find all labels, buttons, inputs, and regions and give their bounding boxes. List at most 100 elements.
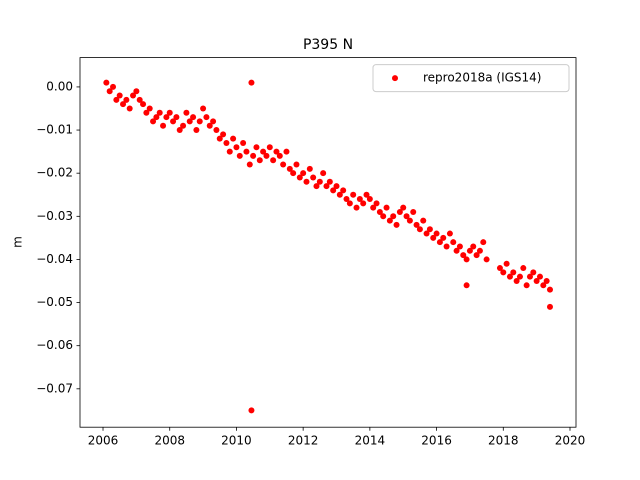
- data-point: [386, 217, 393, 224]
- data-point: [470, 243, 477, 250]
- y-tick-label: −0.05: [36, 295, 73, 309]
- y-tick-label: −0.07: [36, 381, 73, 395]
- data-point: [353, 204, 360, 211]
- data-point: [356, 196, 363, 203]
- plot-frame: [79, 57, 577, 428]
- y-tick-label: −0.04: [36, 252, 73, 266]
- data-point: [426, 226, 433, 233]
- data-point: [503, 260, 510, 267]
- data-point: [123, 96, 130, 103]
- data-point: [183, 109, 190, 116]
- data-point: [248, 79, 255, 86]
- data-point: [326, 178, 333, 185]
- data-point: [446, 230, 453, 237]
- data-point: [126, 105, 133, 112]
- x-tick-label: 2020: [555, 434, 586, 448]
- data-point: [256, 157, 263, 164]
- data-point: [336, 191, 343, 198]
- data-point: [250, 152, 257, 159]
- data-point: [543, 277, 550, 284]
- data-point: [130, 92, 137, 99]
- data-point: [433, 230, 440, 237]
- x-tick-label: 2010: [221, 434, 252, 448]
- data-point: [263, 152, 270, 159]
- data-point: [466, 247, 473, 254]
- data-point: [223, 139, 230, 146]
- data-point: [430, 234, 437, 241]
- data-point: [460, 252, 467, 259]
- data-point: [400, 204, 407, 211]
- data-point: [450, 239, 457, 246]
- data-point: [300, 170, 307, 177]
- data-point: [146, 105, 153, 112]
- data-point: [373, 200, 380, 207]
- data-point: [210, 118, 217, 125]
- data-point: [343, 196, 350, 203]
- data-point: [296, 174, 303, 181]
- data-point: [463, 282, 470, 289]
- data-point: [333, 183, 340, 190]
- data-point: [136, 96, 143, 103]
- data-point: [153, 114, 160, 121]
- data-point: [483, 256, 490, 263]
- data-point: [370, 204, 377, 211]
- data-point: [106, 88, 113, 95]
- y-tick-label: −0.03: [36, 209, 73, 223]
- data-point: [240, 139, 247, 146]
- x-tick-label: 2008: [154, 434, 185, 448]
- data-point: [376, 208, 383, 215]
- data-point: [523, 282, 530, 289]
- data-point: [143, 109, 150, 116]
- data-point: [160, 122, 167, 129]
- data-point: [213, 127, 220, 134]
- data-point: [203, 114, 210, 121]
- data-point: [276, 152, 283, 159]
- data-point: [513, 277, 520, 284]
- data-point: [440, 234, 447, 241]
- data-point: [220, 131, 227, 138]
- data-point: [526, 273, 533, 280]
- data-point: [330, 187, 337, 194]
- data-point: [436, 239, 443, 246]
- x-tick-label: 2014: [355, 434, 386, 448]
- data-point: [443, 243, 450, 250]
- data-point: [166, 109, 173, 116]
- data-point: [216, 135, 223, 142]
- data-point: [280, 161, 287, 168]
- legend-label: repro2018a (IGS14): [423, 71, 541, 85]
- data-point: [103, 79, 110, 86]
- data-point: [286, 165, 293, 172]
- data-point: [313, 183, 320, 190]
- data-point: [473, 252, 480, 259]
- data-point: [506, 273, 513, 280]
- data-point: [536, 273, 543, 280]
- data-point: [406, 217, 413, 224]
- data-point: [273, 148, 280, 155]
- data-point: [303, 178, 310, 185]
- data-point: [290, 170, 297, 177]
- data-point: [360, 200, 367, 207]
- data-point: [530, 269, 537, 276]
- data-point: [510, 269, 517, 276]
- data-point: [176, 127, 183, 134]
- data-point: [173, 114, 180, 121]
- data-point: [403, 213, 410, 220]
- data-point: [476, 247, 483, 254]
- data-point: [200, 105, 207, 112]
- data-point: [463, 256, 470, 263]
- data-point: [180, 122, 187, 129]
- data-point: [423, 230, 430, 237]
- data-point: [533, 277, 540, 284]
- data-point: [316, 178, 323, 185]
- data-point: [496, 265, 503, 272]
- data-point: [293, 161, 300, 168]
- data-point: [163, 114, 170, 121]
- legend-marker: [392, 75, 398, 82]
- chart-title: P395 N: [303, 37, 353, 53]
- x-tick-label: 2018: [488, 434, 519, 448]
- data-point: [283, 148, 290, 155]
- data-point: [170, 118, 177, 125]
- data-point: [393, 221, 400, 228]
- data-point: [363, 191, 370, 198]
